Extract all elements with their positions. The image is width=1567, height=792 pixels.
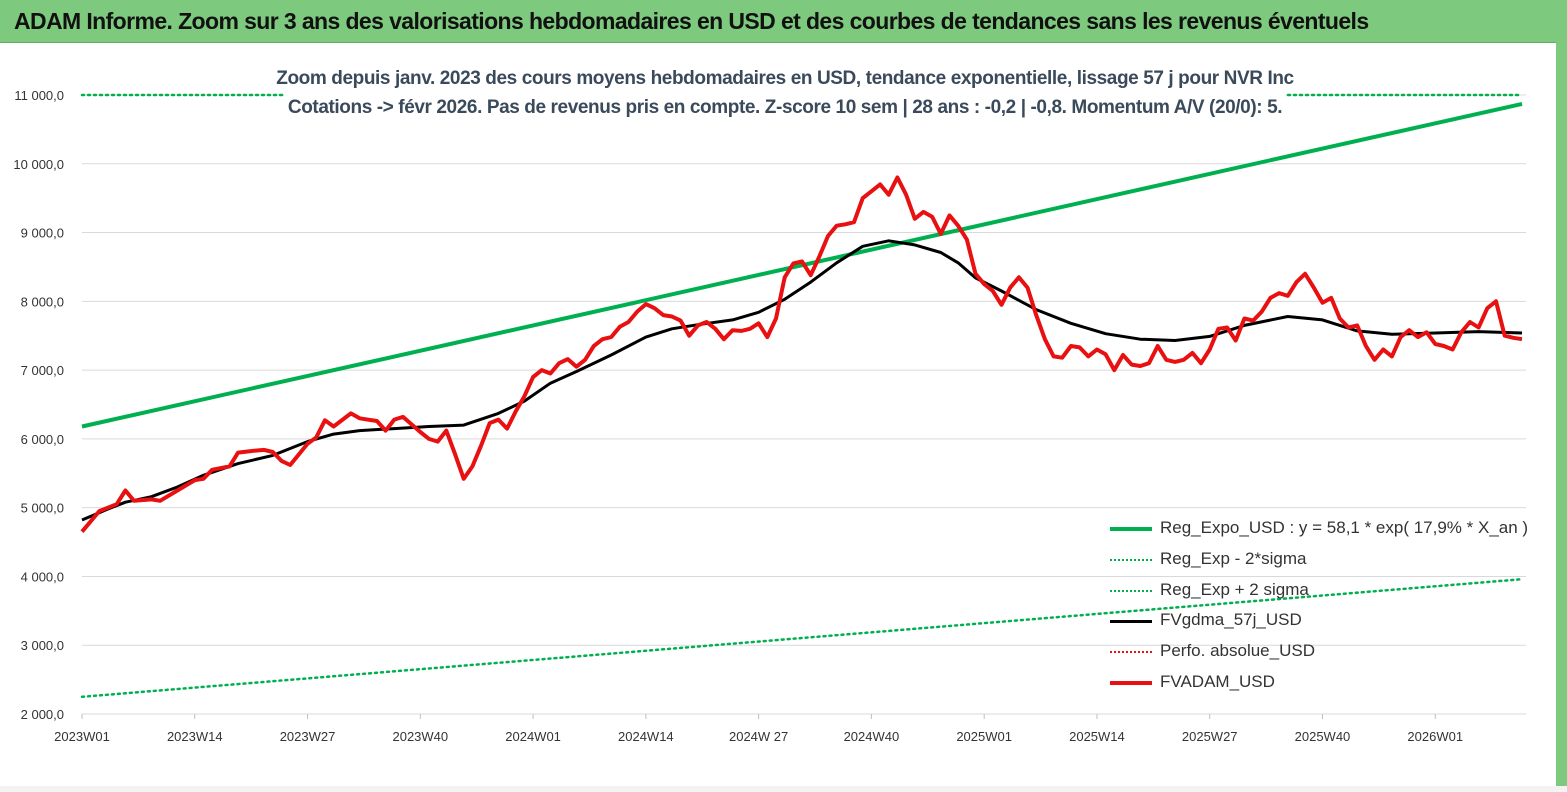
legend-swatch <box>1110 558 1152 561</box>
x-tick-label: 2025W40 <box>1295 729 1351 744</box>
y-tick-label: 4 000,0 <box>21 569 64 584</box>
series-line-fvgdma-57j-usd <box>81 239 1523 522</box>
x-tick-label: 2024W01 <box>505 729 561 744</box>
legend-swatch <box>1110 681 1152 685</box>
y-tick-label: 9 000,0 <box>21 226 64 241</box>
y-tick-label: 8 000,0 <box>21 294 64 309</box>
page-title: ADAM Informe. Zoom sur 3 ans des valoris… <box>14 8 1369 34</box>
chart-title-line-1: Zoom depuis janv. 2023 des cours moyens … <box>272 64 1298 93</box>
legend-label: FVgdma_57j_USD <box>1160 610 1302 629</box>
x-tick-label: 2025W14 <box>1069 729 1125 744</box>
legend-label: Reg_Expo_USD : y = 58,1 * exp( 17,9% * X… <box>1160 518 1529 537</box>
series-line-reg-expo-usd-y-58-1-exp-17-9-x-an <box>81 101 1523 429</box>
legend-swatch <box>1110 589 1152 592</box>
x-tick-label: 2025W27 <box>1182 729 1238 744</box>
y-tick-label: 5 000,0 <box>21 501 64 516</box>
legend-label: Reg_Exp + 2 sigma <box>1160 580 1309 599</box>
line-chart: 2 000,0 3 000,0 4 000,0 5 000,0 6 000,0 7 000… <box>13 88 1526 744</box>
x-tick-label: 2024W40 <box>844 729 900 744</box>
y-tick-label: 10 000,0 <box>13 157 64 172</box>
legend-label: FVADAM_USD <box>1160 672 1275 691</box>
y-tick-label: 6 000,0 <box>21 432 64 447</box>
x-tick-label: 2023W01 <box>54 729 110 744</box>
legend-swatch <box>1110 619 1152 623</box>
legend-label: Perfo. absolue_USD <box>1160 641 1315 660</box>
y-tick-label: 7 000,0 <box>21 363 64 378</box>
x-tick-label: 2026W01 <box>1407 729 1463 744</box>
bottom-border <box>0 786 1567 792</box>
x-tick-label: 2024W14 <box>618 729 674 744</box>
legend-label: Reg_Exp - 2*sigma <box>1160 549 1307 568</box>
series-line-fvadam-usd <box>80 175 1523 533</box>
y-tick-label: 3 000,0 <box>21 638 64 653</box>
x-tick-label: 2023W27 <box>280 729 336 744</box>
legend-swatch <box>1110 527 1152 531</box>
x-tick-label: 2023W40 <box>392 729 448 744</box>
x-tick-label: 2025W01 <box>956 729 1012 744</box>
header-bar: ADAM Informe. Zoom sur 3 ans des valoris… <box>0 0 1556 43</box>
chart-title-line-2: Cotations -> févr 2026. Pas de revenus p… <box>283 93 1287 122</box>
x-tick-label: 2024W 27 <box>729 729 788 744</box>
y-tick-label: 2 000,0 <box>21 707 64 722</box>
chart-title: Zoom depuis janv. 2023 des cours moyens … <box>240 64 1330 122</box>
y-tick-label: 11 000,0 <box>14 88 64 103</box>
series-line-reg-exp-2-sigma <box>80 577 1524 699</box>
right-border <box>1556 0 1567 792</box>
x-tick-label: 2023W14 <box>167 729 223 744</box>
legend-swatch <box>1110 650 1152 653</box>
